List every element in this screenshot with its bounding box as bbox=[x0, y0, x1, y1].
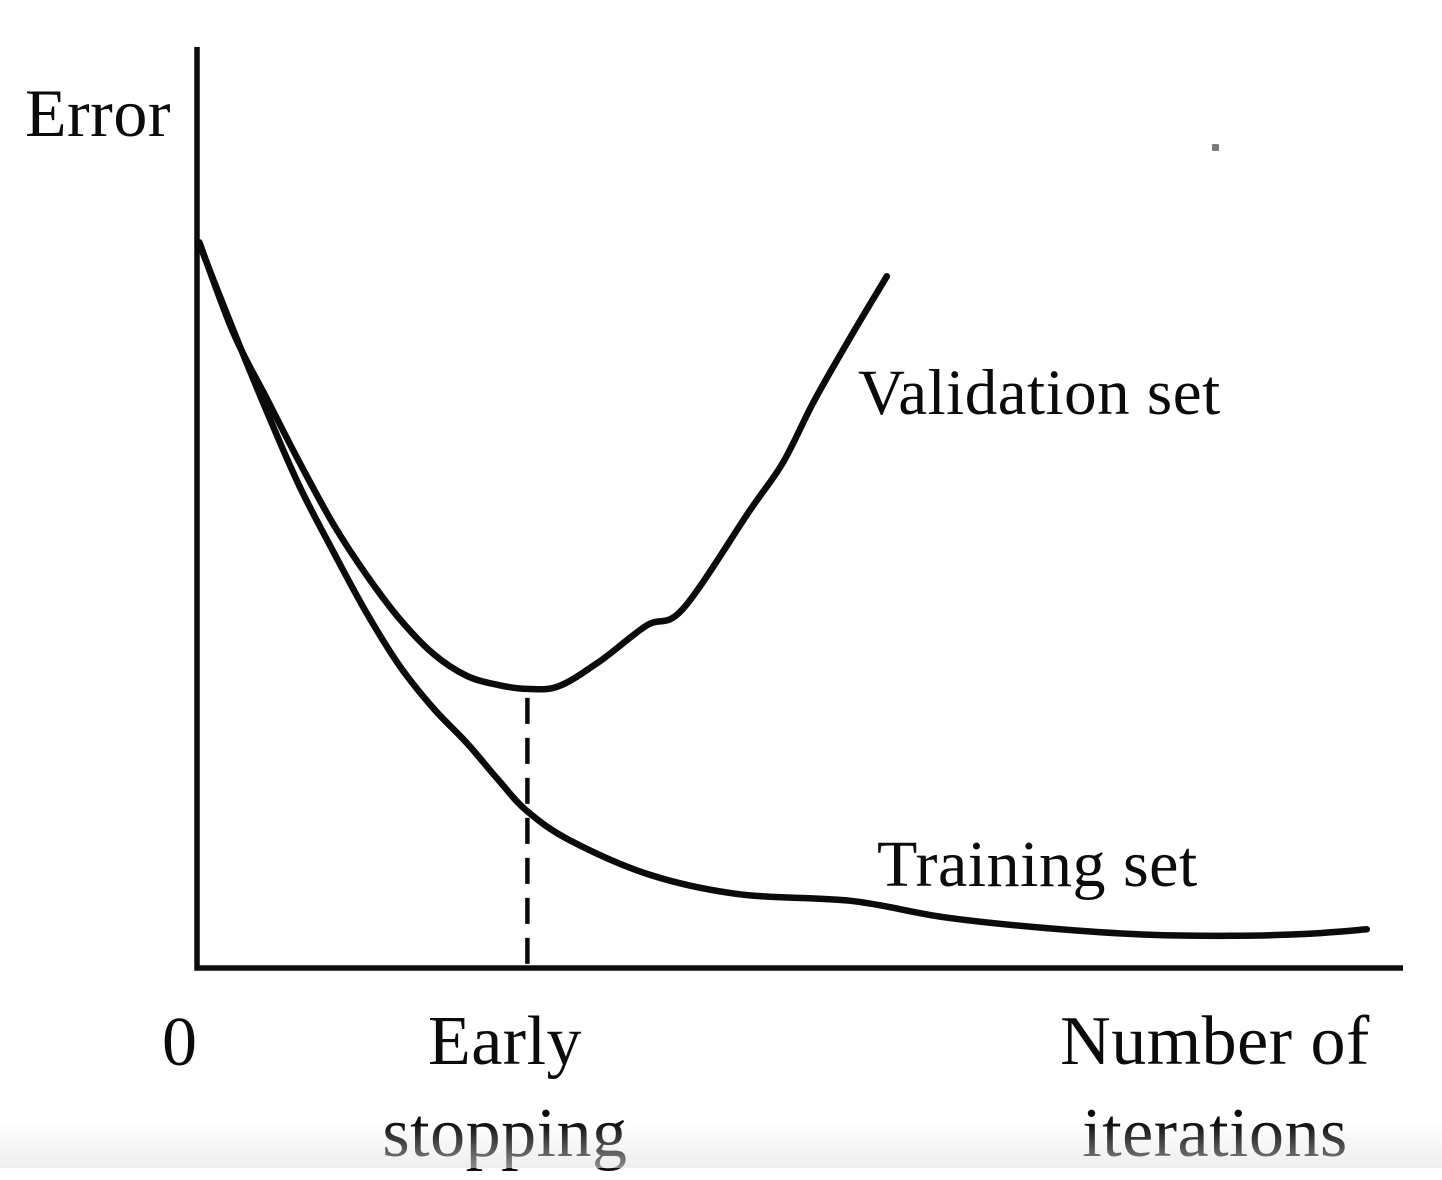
training-set-curve bbox=[196, 240, 1371, 940]
validation-set-curve bbox=[196, 239, 891, 693]
axes-lines bbox=[194, 47, 1403, 971]
validation-curve-label: Validation set bbox=[858, 357, 1221, 429]
origin-tick-label: 0 bbox=[162, 1004, 198, 1081]
scan-speck-artifact bbox=[1212, 144, 1219, 151]
page-bottom-shading bbox=[0, 1122, 1442, 1168]
training-curve-label: Training set bbox=[877, 828, 1198, 901]
y-axis-label: Error bbox=[25, 75, 171, 151]
x-axis-label-line1: Number of bbox=[1060, 1003, 1370, 1080]
early-stopping-label-line1: Early bbox=[427, 1003, 583, 1080]
